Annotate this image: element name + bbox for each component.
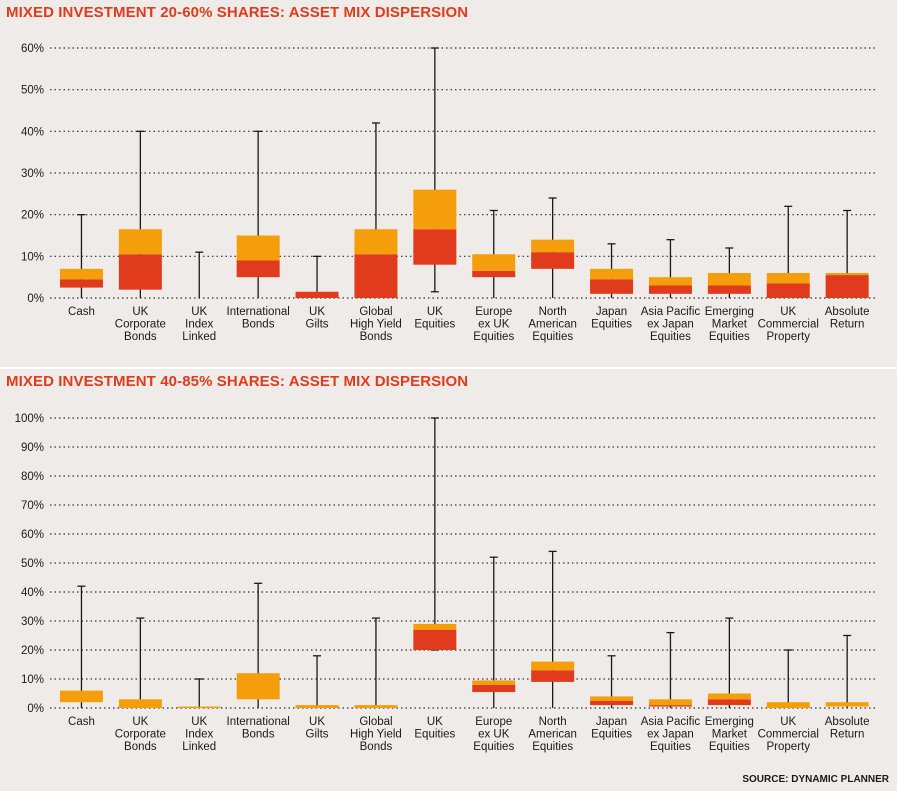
category-label: Japan Equities (591, 716, 632, 741)
y-tick-label: 0% (27, 293, 44, 305)
category-label: Asia Pacific ex Japan Equities (641, 716, 701, 753)
category-label: Emerging Market Equities (705, 306, 754, 343)
box-upper (472, 680, 516, 685)
y-tick-label: 40% (21, 126, 44, 138)
box-upper (295, 705, 339, 708)
box-lower (825, 275, 869, 298)
chart-1-plot: 0% 10% 20% 30% 40% 50% 60% Cash UK Corporate Bonds… (21, 43, 878, 343)
category-label: UK Commercial Property (758, 306, 819, 343)
box-lower (472, 270, 516, 278)
y-tick-label: 20% (21, 210, 44, 222)
category-label: Global High Yield Bonds (350, 716, 402, 753)
category-label: UK Index Linked (182, 716, 216, 753)
box-upper (707, 693, 751, 700)
y-tick-label: 0% (27, 703, 44, 715)
box-upper (766, 702, 810, 708)
box-upper (59, 690, 103, 703)
category-label: Japan Equities (591, 306, 632, 331)
box-upper (413, 189, 457, 230)
y-tick-label: 60% (21, 43, 44, 55)
chart-2-title: MIXED INVESTMENT 40-85% SHARES: ASSET MI… (6, 373, 469, 390)
box-lower (413, 629, 457, 650)
y-tick-label: 50% (21, 558, 44, 570)
box-lower (590, 279, 634, 294)
box-lower (707, 285, 751, 294)
category-label: Cash (68, 306, 95, 318)
chart-2-plot: 0% 10% 20% 30% 40% 50% 60% 70% 80% 90% 100% Cash UK C… (15, 413, 878, 753)
category-label: UK Equities (414, 716, 455, 741)
box-upper (825, 273, 869, 276)
source-note: SOURCE: DYNAMIC PLANNER (742, 774, 889, 785)
y-tick-label: 30% (21, 168, 44, 180)
box-lower (354, 254, 398, 298)
box-upper (354, 705, 398, 708)
box-lower (531, 252, 575, 269)
category-label: Europe ex UK Equities (473, 306, 514, 343)
category-label: International Bonds (227, 306, 290, 331)
category-label: UK Corporate Bonds (115, 716, 166, 753)
box-lower (648, 285, 692, 294)
category-label: Absolute Return (825, 306, 870, 331)
box-upper (236, 673, 280, 700)
box-upper (707, 273, 751, 286)
y-tick-label: 80% (21, 471, 44, 483)
category-label: Cash (68, 716, 95, 728)
category-label: UK Equities (414, 306, 455, 331)
category-label: International Bonds (227, 716, 290, 741)
y-tick-label: 50% (21, 85, 44, 97)
box-lower (295, 291, 339, 298)
box-upper (648, 277, 692, 286)
category-label: Europe ex UK Equities (473, 716, 514, 753)
box-upper (118, 229, 162, 255)
box-upper (590, 696, 634, 701)
box-upper (590, 268, 634, 280)
box-upper (825, 702, 869, 707)
box-lower (531, 670, 575, 682)
y-tick-label: 90% (21, 442, 44, 454)
box-upper (531, 661, 575, 671)
category-label: Global High Yield Bonds (350, 306, 402, 343)
box-lower (472, 684, 516, 693)
box-upper (118, 699, 162, 708)
box-lower (590, 700, 634, 706)
box-lower (118, 254, 162, 290)
category-label: UK Gilts (306, 306, 329, 331)
box-lower (413, 229, 457, 265)
category-label: North American Equities (528, 306, 577, 343)
box-upper (472, 254, 516, 271)
y-tick-label: 10% (21, 674, 44, 686)
category-label: Absolute Return (825, 716, 870, 741)
box-upper (236, 235, 280, 261)
y-tick-label: 70% (21, 500, 44, 512)
box-upper (766, 273, 810, 284)
box-lower (707, 699, 751, 706)
box-lower (766, 283, 810, 298)
y-tick-label: 60% (21, 529, 44, 541)
category-label: UK Index Linked (182, 306, 216, 343)
y-tick-label: 100% (15, 413, 44, 425)
box-upper (648, 699, 692, 706)
y-tick-label: 40% (21, 587, 44, 599)
y-tick-label: 10% (21, 251, 44, 263)
box-upper (413, 623, 457, 630)
box-upper (177, 706, 221, 709)
y-tick-label: 30% (21, 616, 44, 628)
box-lower (59, 279, 103, 288)
category-label: Emerging Market Equities (705, 716, 754, 753)
box-lower (236, 260, 280, 278)
chart-1-title: MIXED INVESTMENT 20-60% SHARES: ASSET MI… (6, 4, 469, 21)
category-label: UK Gilts (306, 716, 329, 741)
chart-divider (0, 367, 897, 369)
category-label: Asia Pacific ex Japan Equities (641, 306, 701, 343)
box-upper (354, 229, 398, 255)
category-label: UK Commercial Property (758, 716, 819, 753)
box-upper (531, 239, 575, 253)
box-upper (59, 268, 103, 280)
category-label: North American Equities (528, 716, 577, 753)
y-tick-label: 20% (21, 645, 44, 657)
category-label: UK Corporate Bonds (115, 306, 166, 343)
box-lower (648, 705, 692, 707)
